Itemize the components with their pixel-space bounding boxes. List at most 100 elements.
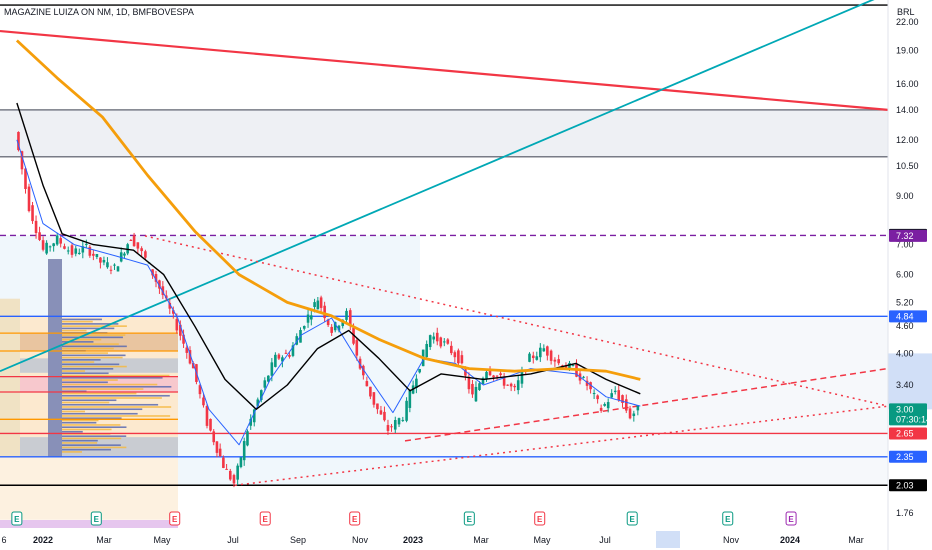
- y-tick-label: 16.00: [896, 79, 919, 89]
- candle-body: [383, 411, 386, 421]
- volume-profile-bar: [62, 334, 126, 336]
- candle-body: [596, 395, 599, 400]
- volume-profile-bar: [62, 327, 115, 330]
- earnings-event-marker: [722, 511, 734, 526]
- candle-body: [24, 168, 27, 189]
- x-tick-label: Sep: [290, 535, 306, 545]
- candle-body: [20, 151, 24, 170]
- candle-body: [263, 380, 267, 388]
- candle-body: [291, 345, 295, 356]
- x-tick-label: Jul: [599, 535, 611, 545]
- candle-body: [613, 390, 617, 392]
- candle-body: [77, 252, 81, 255]
- candle-body: [481, 378, 485, 385]
- candle-body: [478, 383, 481, 391]
- candle-body: [499, 373, 502, 375]
- earnings-event-marker: [534, 511, 546, 526]
- volume-profile-bar: [62, 341, 94, 343]
- volume-profile-zone: [0, 298, 20, 457]
- candle-body: [55, 235, 59, 245]
- candle-body: [632, 413, 636, 417]
- candle-body: [592, 393, 596, 395]
- volume-profile-bar: [62, 325, 127, 327]
- volume-profile-bar: [62, 354, 126, 357]
- candle-body: [198, 385, 202, 395]
- candle-body: [582, 376, 585, 378]
- candle-body: [606, 402, 610, 409]
- volume-profile-bar: [62, 347, 114, 350]
- candle-body: [222, 457, 225, 468]
- price-badge: [889, 450, 927, 463]
- volume-profile-bar: [62, 435, 127, 437]
- candle-body: [542, 348, 546, 352]
- candle-body: [362, 365, 365, 376]
- y-tick-label: 19.00: [896, 45, 919, 55]
- earnings-event-marker: [90, 511, 102, 526]
- y-tick-label: 5.20: [896, 297, 914, 307]
- candle-body: [474, 386, 478, 402]
- candle-body: [17, 131, 20, 151]
- x-tick-label: 2024: [780, 535, 800, 545]
- candle-body: [168, 302, 172, 309]
- volume-profile-zone: [0, 456, 178, 520]
- candle-body: [81, 246, 85, 253]
- candle-body: [92, 253, 95, 256]
- candle-body: [316, 300, 320, 310]
- volume-profile-bar: [62, 424, 121, 426]
- candle-body: [624, 399, 628, 411]
- volume-profile-bar: [62, 379, 118, 381]
- candle-body: [182, 334, 185, 344]
- candle-body: [242, 441, 246, 461]
- candle-body: [520, 370, 524, 384]
- earnings-event-marker: [626, 511, 638, 526]
- candle-body: [460, 355, 464, 364]
- volume-profile-bar: [62, 338, 102, 341]
- x-tick-label: Nov: [352, 535, 369, 545]
- candle-body: [450, 345, 453, 354]
- candle-body: [553, 359, 557, 362]
- x-tick-label: May: [153, 535, 171, 545]
- support-trendline: [0, 0, 875, 373]
- candle-body: [485, 371, 488, 380]
- volume-profile-bar: [62, 370, 86, 372]
- earnings-event-marker: [11, 511, 23, 526]
- candle-body: [564, 365, 568, 369]
- candle-body: [326, 319, 330, 326]
- candle-body: [610, 393, 614, 398]
- candle-body: [488, 370, 492, 376]
- candle-body: [256, 399, 260, 406]
- candle-body: [390, 426, 393, 428]
- candle-body: [528, 353, 531, 362]
- volume-profile-bar: [62, 401, 110, 404]
- volume-profile-bar: [62, 442, 98, 444]
- candle-body: [446, 339, 450, 344]
- candle-body: [41, 240, 45, 250]
- candle-body: [467, 376, 471, 390]
- candle-body: [428, 335, 432, 348]
- earnings-event-letter: E: [263, 515, 269, 524]
- candle-body: [302, 325, 306, 329]
- volume-profile-bar: [62, 336, 123, 339]
- price-badge-sublabel: 07:30:14: [896, 414, 931, 424]
- candle-body: [415, 378, 418, 388]
- volume-profile-bar: [62, 403, 159, 406]
- price-badge: [889, 403, 927, 426]
- candle-body: [236, 465, 239, 480]
- candle-body: [172, 310, 175, 314]
- candle-body: [63, 246, 66, 249]
- volume-profile-bar: [62, 399, 117, 402]
- candle-body: [549, 350, 553, 361]
- candle-body: [158, 280, 161, 289]
- candle-body: [323, 305, 326, 319]
- volume-profile-bar: [62, 451, 82, 453]
- candle-body: [432, 336, 436, 340]
- volume-profile-bar: [62, 397, 162, 399]
- candle-body: [599, 407, 603, 411]
- y-tick-label: 4.60: [896, 321, 914, 331]
- candle-body: [471, 383, 474, 395]
- earnings-event-marker: [259, 511, 271, 526]
- volume-profile-bar: [62, 361, 95, 363]
- candle-body: [337, 325, 341, 331]
- volume-profile-bar: [62, 430, 83, 433]
